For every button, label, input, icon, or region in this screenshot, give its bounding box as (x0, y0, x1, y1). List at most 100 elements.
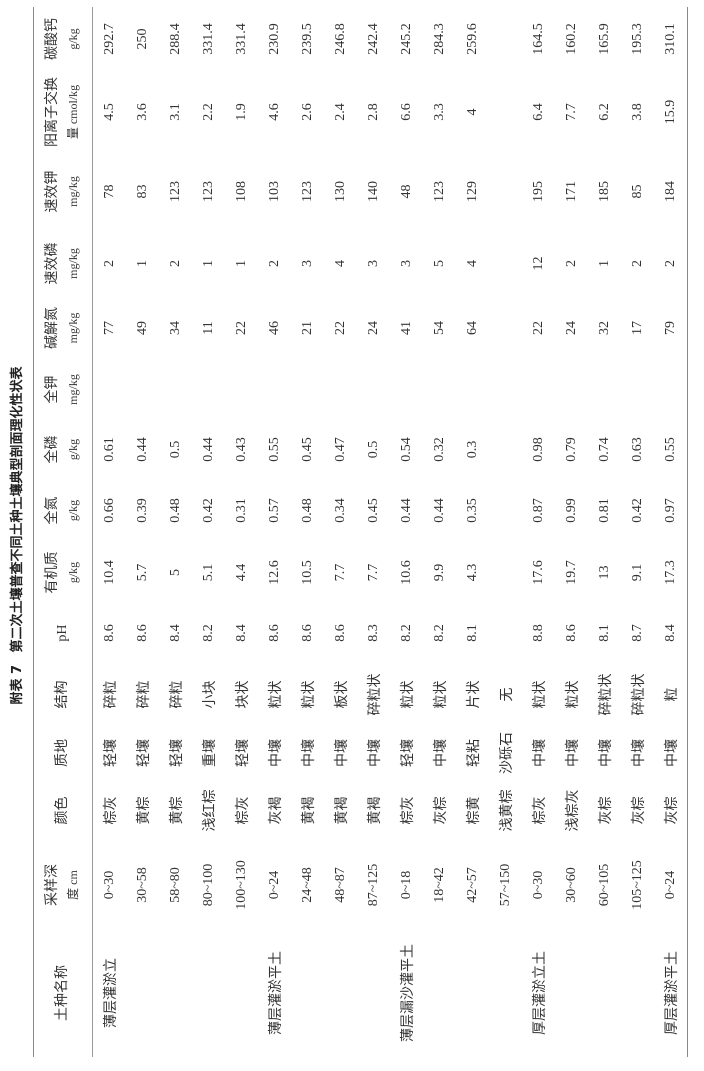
cell-cec: 6.4 (530, 103, 546, 121)
cell-cec: 3.6 (134, 103, 150, 121)
cell-organic-matter: 4.3 (464, 563, 480, 582)
table-row: 18~42 灰棕 中壤 粒状 8.2 9.9 0.44 0.32 54 5 123 3.3 284.3 (423, 7, 456, 1057)
cell-texture: 中壤 (598, 739, 614, 767)
cell-total-n: 0.31 (233, 498, 249, 523)
cell-cec: 4 (464, 108, 480, 116)
cell-total-k (192, 359, 225, 420)
cell-total-k (588, 359, 621, 420)
cell-total-k (291, 359, 324, 420)
cell-available-k: 103 (266, 181, 282, 202)
cell-total-p: 0.44 (134, 437, 150, 462)
cell-alkali-n: 22 (233, 321, 249, 335)
cell-cec: 4.5 (101, 103, 117, 121)
cell-ph: 8.6 (299, 624, 315, 642)
table-row: 30~58 黄棕 轻壤 碎粒 8.6 5.7 0.39 0.44 49 1 83 3.6 250 (126, 7, 159, 1057)
cell-alkali-n: 22 (332, 321, 348, 335)
cell-alkali-n: 17 (629, 321, 645, 335)
cell-ph: 8.2 (200, 624, 216, 642)
cell-alkali-n: 64 (464, 321, 480, 335)
cell-ph: 8.8 (530, 624, 546, 642)
cell-depth: 42~57 (464, 867, 480, 903)
cell-alkali-n: 22 (530, 321, 546, 335)
cell-soil-name (324, 929, 357, 1057)
cell-total-n: 0.48 (299, 498, 315, 523)
cell-structure: 片状 (466, 680, 482, 709)
cell-color: 灰棕 (664, 796, 680, 825)
cell-texture: 轻壤 (103, 739, 119, 767)
cell-soil-name: 厚层灌淤立土 (532, 951, 548, 1035)
cell-structure: 粒状 (565, 680, 581, 709)
cell-texture: 轻壤 (400, 739, 416, 767)
cell-ph: 8.2 (431, 624, 447, 642)
cell-available-k: 123 (200, 181, 216, 202)
header-label: 速效钾 (45, 170, 60, 213)
cell-organic-matter: 17.6 (530, 560, 546, 585)
cell-soil-name (126, 929, 159, 1057)
header-unit: 度 cm (66, 870, 80, 900)
header-unit: mg/kg (66, 176, 80, 207)
cell-organic-matter: 10.4 (101, 560, 117, 585)
cell-total-p: 0.98 (530, 437, 546, 462)
cell-total-n: 0.42 (629, 498, 645, 523)
cell-depth: 0~24 (266, 870, 282, 900)
cell-structure: 碎粒状 (598, 673, 614, 716)
cell-available-k: 171 (563, 181, 579, 202)
cell-available-k: 185 (596, 181, 612, 202)
cell-total-p: 0.43 (233, 437, 249, 462)
header-alkali-n: 碱解氮 mg/kg (34, 297, 93, 359)
cell-texture: 中壤 (664, 739, 680, 767)
cell-ph: 8.4 (662, 624, 678, 642)
cell-available-p: 12 (530, 256, 546, 271)
cell-total-k (489, 359, 522, 420)
table-row: 60~105 灰棕 中壤 碎粒状 8.1 13 0.81 0.74 32 1 185 6.2 165.9 (588, 7, 621, 1057)
header-unit: mg/kg (66, 312, 80, 344)
cell-available-k: 123 (299, 181, 315, 202)
cell-structure: 碎粒 (136, 680, 152, 709)
cell-caco3: 288.4 (167, 23, 183, 55)
cell-organic-matter: 12.6 (266, 560, 282, 585)
cell-total-n: 0.57 (266, 498, 282, 523)
cell-cec: 3.3 (431, 103, 447, 121)
cell-structure: 小块 (202, 680, 218, 709)
cell-total-k (324, 359, 357, 420)
cell-structure: 粒 (664, 687, 680, 702)
header-ph: pH (34, 603, 93, 663)
cell-alkali-n: 24 (365, 321, 381, 335)
header-texture: 质地 (34, 726, 93, 780)
cell-total-k (126, 359, 159, 420)
cell-total-n: 0.44 (431, 498, 447, 523)
cell-total-n: 0.87 (530, 498, 546, 523)
cell-total-p: 0.47 (332, 437, 348, 462)
cell-organic-matter: 7.7 (365, 563, 381, 582)
cell-available-k: 184 (662, 181, 678, 202)
cell-depth: 0~30 (530, 870, 546, 900)
cell-alkali-n: 34 (167, 321, 183, 335)
cell-organic-matter: 4.4 (233, 563, 249, 582)
cell-caco3: 331.4 (233, 23, 249, 55)
cell-total-p: 0.5 (167, 440, 183, 459)
cell-ph: 8.6 (101, 624, 117, 642)
cell-depth: 24~48 (299, 867, 315, 903)
cell-total-n: 0.39 (134, 498, 150, 523)
cell-texture: 中壤 (334, 739, 350, 767)
cell-soil-name: 薄层漏沙灌平土 (400, 944, 416, 1042)
header-available-k: 速效钾 mg/kg (34, 153, 93, 230)
cell-available-k: 195 (530, 181, 546, 202)
cell-available-p: 2 (662, 260, 678, 267)
cell-ph: 8.1 (596, 624, 612, 642)
header-unit: g/kg (66, 28, 80, 50)
cell-soil-name (291, 929, 324, 1057)
header-available-p: 速效磷 mg/kg (34, 230, 93, 297)
table-row: 58~80 黄棕 轻壤 碎粒 8.4 5 0.48 0.5 34 2 123 3.1 288.4 (159, 7, 192, 1057)
cell-color: 灰棕 (598, 796, 614, 825)
cell-texture: 中壤 (268, 739, 284, 767)
cell-structure: 无 (499, 687, 515, 702)
cell-structure: 碎粒状 (631, 673, 647, 716)
cell-caco3: 250 (134, 28, 150, 50)
cell-total-k (555, 359, 588, 420)
cell-texture: 轻壤 (169, 739, 185, 767)
cell-structure: 块状 (235, 680, 251, 709)
cell-total-k (357, 359, 390, 420)
cell-total-k (522, 359, 555, 420)
